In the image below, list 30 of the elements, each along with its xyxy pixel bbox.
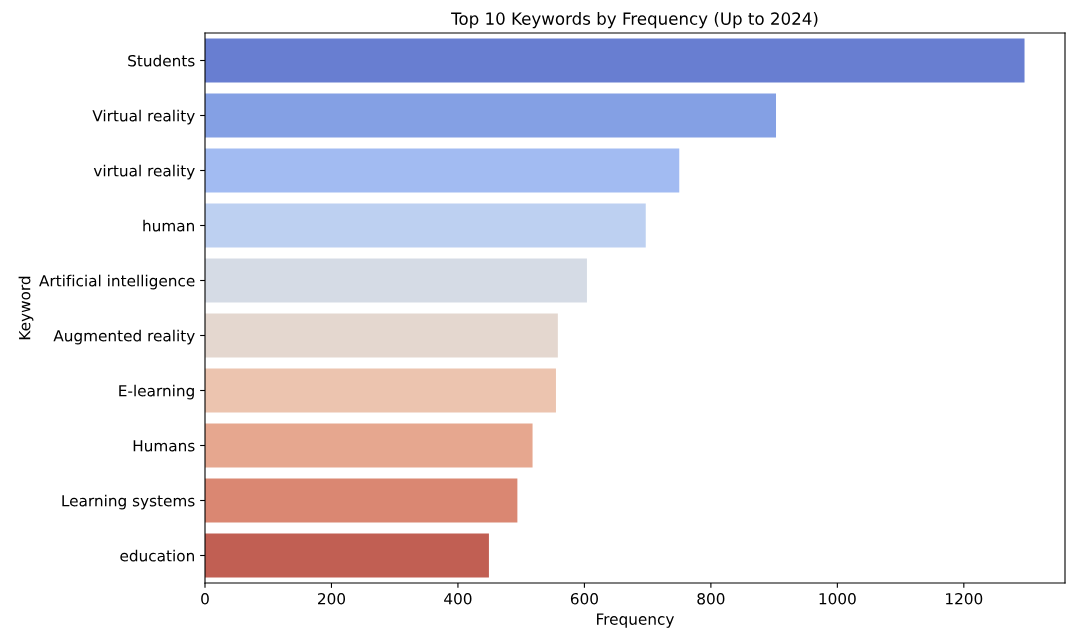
bar	[205, 478, 518, 523]
x-tick-label: 200	[318, 592, 346, 605]
x-tick-label: 0	[201, 592, 209, 605]
bar	[205, 533, 489, 578]
chart-title: Top 10 Keywords by Frequency (Up to 2024)	[451, 12, 818, 29]
bar	[205, 313, 558, 358]
y-tick-label: Augmented reality	[53, 329, 195, 345]
x-tick-label: 1200	[946, 592, 983, 605]
y-tick-label: Artificial intelligence	[39, 274, 195, 290]
x-tick-label: 600	[570, 592, 598, 605]
bar	[205, 258, 587, 303]
x-axis-title: Frequency	[597, 613, 674, 628]
y-tick-label: virtual reality	[93, 164, 195, 180]
bar	[205, 203, 646, 248]
x-tick-label: 400	[444, 592, 472, 605]
y-tick-label: Virtual reality	[92, 109, 195, 125]
bar	[205, 423, 533, 468]
y-tick-label: education	[120, 549, 194, 562]
y-tick-label: human	[143, 219, 194, 232]
bar	[205, 93, 777, 138]
x-tick-label: 1000	[819, 592, 856, 605]
bar	[205, 368, 556, 413]
x-tick-label: 800	[697, 592, 725, 605]
bar	[205, 148, 680, 193]
y-tick-label: E-learning	[119, 384, 194, 400]
y-axis-title: Keyword	[18, 276, 34, 340]
y-tick-label: Humans	[133, 440, 195, 452]
y-tick-label: Students	[128, 54, 195, 67]
y-tick-label: Learning systems	[62, 494, 195, 510]
bar	[205, 38, 1025, 83]
